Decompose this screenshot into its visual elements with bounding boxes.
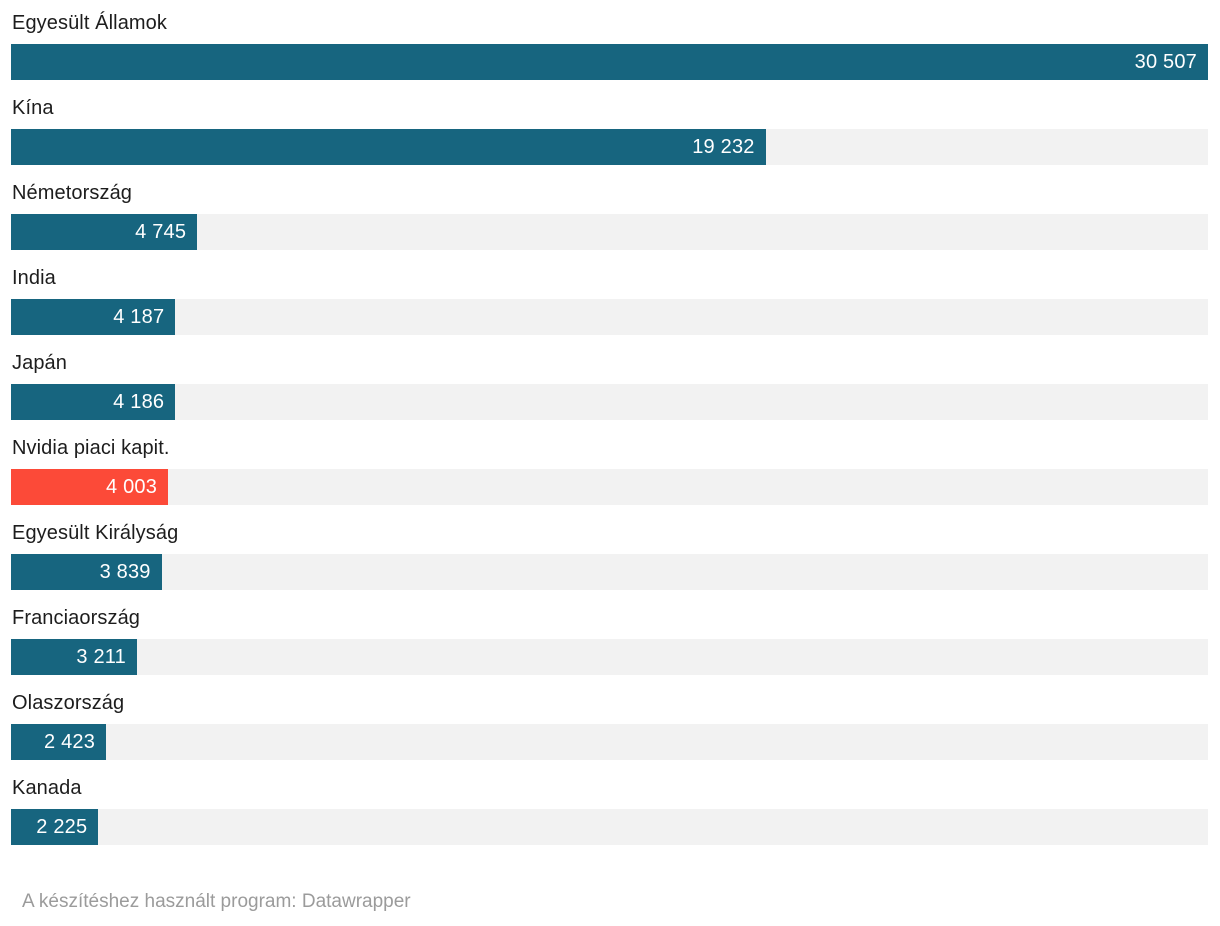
- chart-row: Egyesült Államok 30 507: [11, 9, 1208, 80]
- bar: 3 839: [11, 554, 162, 590]
- bar: 2 423: [11, 724, 107, 760]
- chart-row: Kína 19 232: [11, 94, 1208, 165]
- chart-row: Olaszország 2 423: [11, 689, 1208, 760]
- bar-highlight: 4 003: [11, 469, 169, 505]
- bar-label: Japán: [12, 352, 67, 374]
- bar-track: 4 186: [11, 384, 1208, 420]
- attribution-text: A készítéshez használt program: Datawrap…: [22, 891, 411, 912]
- bar: 4 186: [11, 384, 176, 420]
- bar-value-label: 3 211: [76, 645, 126, 668]
- bar-value-label: 4 745: [135, 220, 187, 243]
- bar-label: Egyesült Királyság: [12, 522, 179, 544]
- bar: 4 187: [11, 299, 176, 335]
- chart-row: Kanada 2 225: [11, 774, 1208, 845]
- bar-label: Franciaország: [12, 607, 141, 629]
- chart-row: India 4 187: [11, 264, 1208, 335]
- chart-row: Egyesült Királyság 3 839: [11, 519, 1208, 590]
- bar-label: Németország: [12, 182, 133, 204]
- bar-track: 2 423: [11, 724, 1208, 760]
- bar-label: India: [12, 267, 56, 289]
- bar-label: Egyesült Államok: [12, 12, 167, 34]
- bar-track: 4 745: [11, 214, 1208, 250]
- bar-value-label: 3 839: [99, 560, 151, 583]
- bar: 19 232: [11, 129, 766, 165]
- bar-label: Kína: [12, 97, 54, 119]
- bar-track: 2 225: [11, 809, 1208, 845]
- bar-value-label: 30 507: [1134, 50, 1197, 73]
- bar-track: 30 507: [11, 44, 1208, 80]
- bar: 3 211: [11, 639, 137, 675]
- bar-value-label: 4 003: [106, 475, 158, 498]
- chart-row: Németország 4 745: [11, 179, 1208, 250]
- bar-track: 19 232: [11, 129, 1208, 165]
- bar: 2 225: [11, 809, 99, 845]
- bar-label: Nvidia piaci kapit.: [12, 437, 170, 459]
- chart-row: Japán 4 186: [11, 349, 1208, 420]
- chart-row: Franciaország 3 211: [11, 604, 1208, 675]
- bar-track: 3 211: [11, 639, 1208, 675]
- bar-value-label: 2 225: [36, 815, 88, 838]
- bar-value-label: 19 232: [692, 135, 755, 158]
- bar: 30 507: [11, 44, 1208, 80]
- chart-row-highlight: Nvidia piaci kapit. 4 003: [11, 434, 1208, 505]
- bar-value-label: 4 187: [113, 305, 165, 328]
- bar-track: 4 003: [11, 469, 1208, 505]
- bar: 4 745: [11, 214, 198, 250]
- bar-track: 3 839: [11, 554, 1208, 590]
- bar-value-label: 4 186: [113, 390, 165, 413]
- bar-label: Olaszország: [12, 692, 125, 714]
- bar-label: Kanada: [12, 777, 82, 799]
- bar-value-label: 2 423: [44, 730, 96, 753]
- bar-track: 4 187: [11, 299, 1208, 335]
